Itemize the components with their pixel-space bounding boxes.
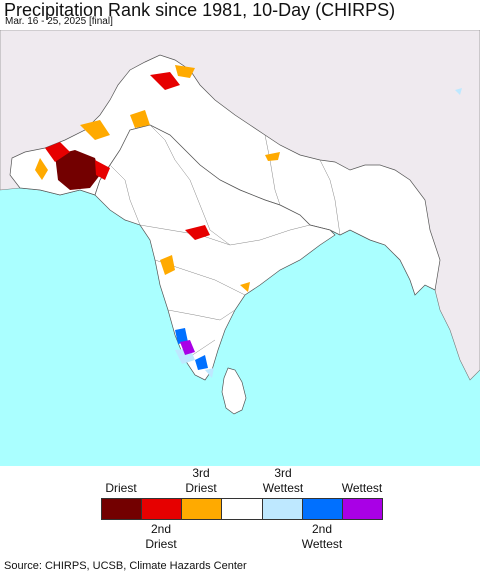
source-note: Source: CHIRPS, UCSB, Climate Hazards Ce…	[4, 560, 247, 572]
legend-color-bar	[101, 498, 383, 520]
legend-swatch-driest	[102, 499, 143, 519]
precipitation-map	[0, 30, 480, 466]
india-peninsula	[94, 124, 336, 381]
legend-swatch-3rd-driest	[182, 499, 223, 519]
map-title: Precipitation Rank since 1981, 10-Day (C…	[4, 0, 396, 20]
legend-swatch-normal	[222, 499, 263, 519]
legend-swatch-2nd-wettest	[302, 499, 343, 519]
legend-swatch-wettest	[342, 499, 382, 519]
legend-label-3rd-driest: 3rd Driest	[185, 466, 217, 495]
rank-patches	[35, 65, 462, 378]
legend-label-3rd-wettest: 3rd Wettest	[262, 466, 304, 495]
legend-label-driest: Driest	[105, 481, 137, 495]
legend-label-2nd-wettest: 2nd Wettest	[301, 522, 343, 551]
sri-lanka	[221, 367, 247, 415]
legend-label-2nd-driest: 2nd Driest	[145, 522, 177, 551]
map-subtitle: Mar. 16 - 25, 2025 [final]	[5, 16, 113, 27]
legend-swatch-2nd-driest	[142, 499, 183, 519]
legend-swatch-3rd-wettest	[262, 499, 303, 519]
legend-label-wettest: Wettest	[341, 481, 383, 495]
